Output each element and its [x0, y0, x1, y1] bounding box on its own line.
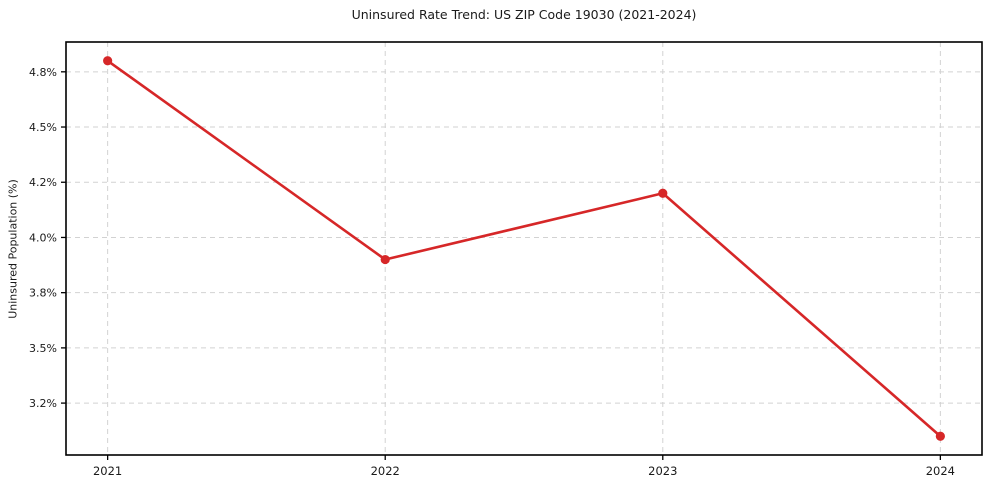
y-tick-label: 4.5%: [29, 121, 57, 134]
data-point-2023: [658, 188, 668, 198]
data-point-2022: [380, 254, 390, 265]
y-tick-label: 3.2%: [29, 397, 57, 410]
x-tick-label: 2022: [371, 464, 400, 478]
x-tick-label: 2021: [93, 464, 122, 478]
y-tick-label: 4.0%: [29, 231, 57, 244]
y-tick-label: 3.5%: [29, 342, 57, 355]
chart-title: Uninsured Rate Trend: US ZIP Code 19030 …: [351, 7, 697, 22]
x-tick-label: 2023: [648, 464, 677, 478]
y-tick-label: 4.8%: [29, 66, 57, 79]
data-point-2021: [103, 56, 113, 66]
y-tick-label: 3.8%: [29, 287, 57, 300]
axes-spines: [65, 41, 983, 456]
trend-line: [106, 59, 942, 438]
x-tick-label: 2024: [926, 464, 955, 478]
y-tick-label: 4.2%: [29, 176, 57, 189]
data-point-2024: [935, 431, 945, 441]
y-axis-label: Uninsured Population (%): [6, 179, 20, 319]
